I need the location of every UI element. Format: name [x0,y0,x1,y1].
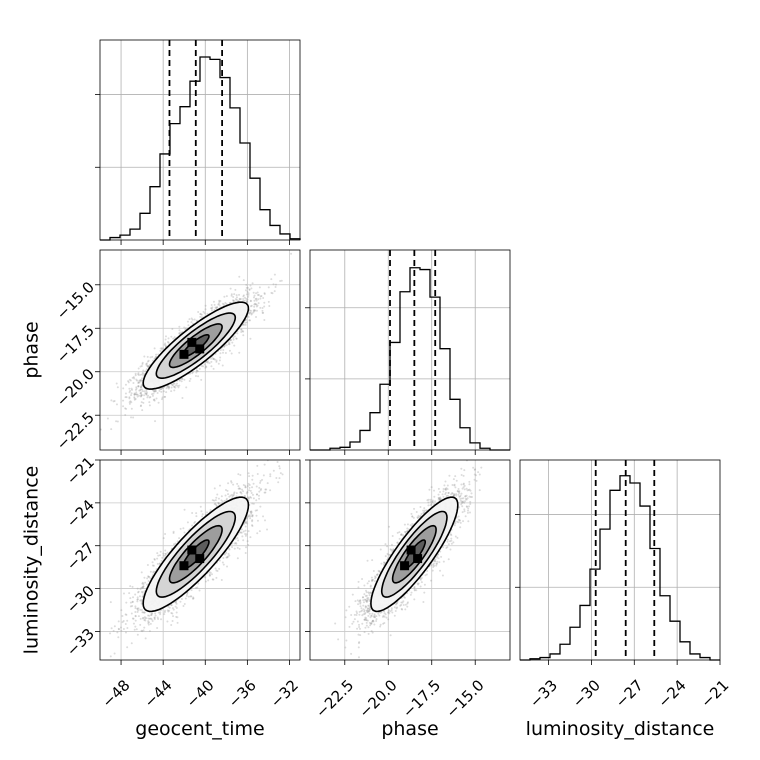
frame-geocent-time-vs-phase [99,249,301,451]
y-axis-label-luminosity-distance: luminosity_distance [21,466,43,655]
contour-line [142,301,250,390]
frame-geocent-time-vs-luminosity-distance [99,459,301,661]
x-axis-label-luminosity-distance: luminosity_distance [526,718,715,740]
contour-line [181,539,210,570]
density-contours [142,496,250,613]
panel-phase-vs-luminosity-distance [310,460,510,660]
density-contours [142,301,250,390]
panel-geocent-time-vs-luminosity-distance [100,460,300,660]
contour-line [168,524,223,584]
y-tick-label: −15.0 [53,278,98,323]
y-axis-label-phase: phase [21,321,43,378]
x-axis-label-geocent-time: geocent_time [135,718,264,740]
x-tick-label: −22.5 [312,676,357,721]
contour-line [155,510,237,598]
histogram-step-geocent-time [100,56,301,241]
histogram-luminosity-distance [515,460,720,661]
frame-phase-vs-luminosity-distance [309,459,511,661]
y-tick-label: −22.5 [53,408,98,453]
x-tick-label: −33 [526,676,561,711]
histogram-step-phase [310,267,510,451]
x-tick-label: −27 [612,676,647,711]
x-axis-label-phase: phase [381,718,438,740]
y-tick-label: −20.0 [53,365,98,410]
histogram-step-luminosity-distance [520,475,720,661]
x-tick-label: −21 [697,676,732,711]
y-tick-label: −30 [63,582,98,617]
histogram-geocent-time [95,40,301,241]
y-tick-label: −33 [63,625,98,660]
x-tick-label: −15.0 [442,676,487,721]
frame-diag-phase [309,249,511,451]
panel-geocent-time-vs-phase [100,250,300,450]
y-tick-label: −27 [63,539,98,574]
y-tick-label: −21 [63,453,98,488]
histogram-phase [305,250,510,451]
y-tick-label: −17.5 [53,322,98,367]
contour-line [402,539,427,570]
contour-line [370,496,459,613]
contour-line [181,333,210,358]
density-contours [370,496,459,613]
x-tick-label: −40 [183,676,218,711]
contour-line [391,524,437,584]
x-tick-label: −36 [225,676,260,711]
contour-line [142,496,250,613]
x-tick-label: −17.5 [399,676,444,721]
x-tick-label: −30 [569,676,604,711]
x-tick-label: −44 [141,676,176,711]
y-tick-label: −24 [63,496,98,531]
frame-diag-geocent-time [99,39,301,241]
contour-line [155,312,237,380]
contour-line [168,323,223,369]
frame-diag-luminosity-distance [519,459,721,661]
x-tick-label: −32 [267,676,302,711]
x-tick-label: −24 [655,676,690,711]
contour-line [380,510,448,598]
x-tick-label: −20.0 [356,676,401,721]
x-tick-label: −48 [98,676,133,711]
